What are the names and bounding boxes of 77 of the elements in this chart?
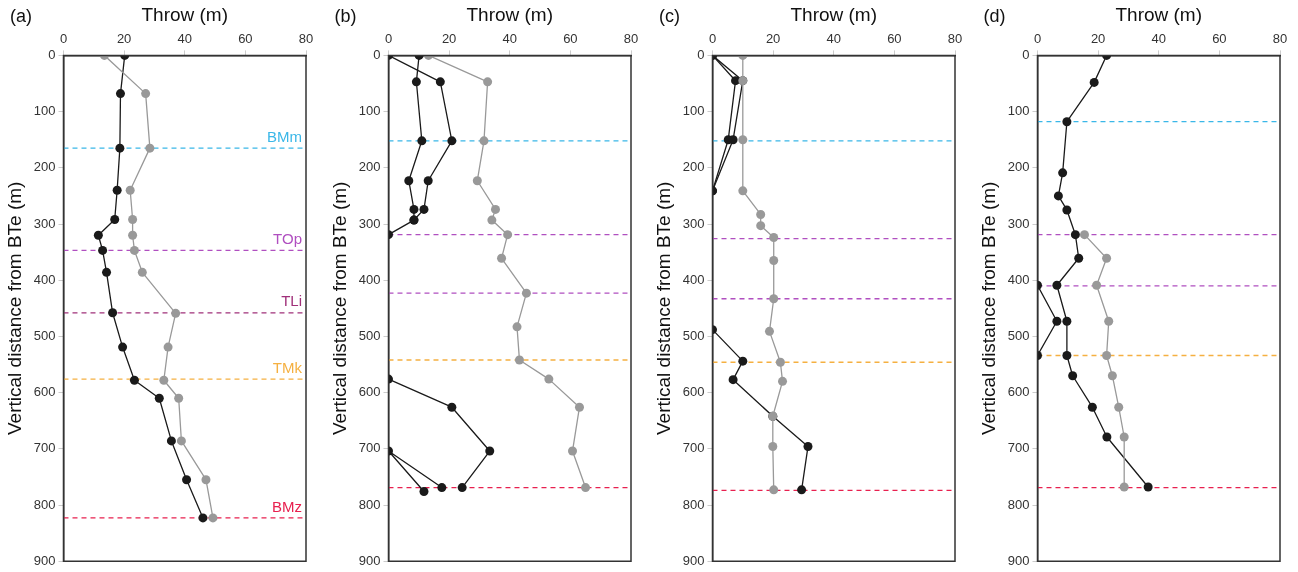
y-tick-label: 700 xyxy=(1007,440,1029,456)
x-tick-label: 20 xyxy=(441,31,456,47)
y-tick-label: 900 xyxy=(358,552,380,568)
y-tick-label: 300 xyxy=(1007,215,1029,231)
y-tick-label: 800 xyxy=(33,496,56,512)
y-axis-title: Vertical distance from BTe (m) xyxy=(652,181,674,436)
x-tick-label: 60 xyxy=(238,31,253,47)
x-tick-label: 60 xyxy=(1211,31,1227,47)
x-tick-label: 0 xyxy=(384,31,392,47)
chart-title: (a) xyxy=(10,6,32,27)
y-axis-title: Vertical distance from BTe (m) xyxy=(328,181,350,436)
y-tick-label: 100 xyxy=(1007,103,1029,119)
y-tick-label: 900 xyxy=(682,552,705,568)
y-tick-label: 200 xyxy=(682,159,705,175)
y-tick-label: 0 xyxy=(48,46,56,62)
y-tick-label: 900 xyxy=(33,552,56,568)
y-tick-label: 600 xyxy=(1007,384,1029,400)
x-tick-label: 60 xyxy=(562,31,578,47)
y-tick-label: 400 xyxy=(1007,271,1029,287)
y-tick-label: 200 xyxy=(1007,159,1029,175)
x-axis-title: Throw (m) xyxy=(465,3,553,25)
ref-line-label: TLi xyxy=(281,292,302,310)
y-tick-label: 600 xyxy=(33,384,56,400)
x-tick-label: 20 xyxy=(116,31,132,47)
y-tick-label: 0 xyxy=(697,46,705,62)
x-tick-label: 40 xyxy=(826,31,841,47)
y-tick-label: 800 xyxy=(1007,496,1029,512)
x-tick-label: 0 xyxy=(1033,31,1041,47)
x-axis-title: Throw (m) xyxy=(141,3,229,25)
y-tick-label: 300 xyxy=(33,215,56,231)
y-tick-label: 500 xyxy=(1007,327,1029,343)
x-tick-label: 80 xyxy=(298,31,314,47)
x-tick-label: 0 xyxy=(59,31,68,47)
x-axis-title: Throw (m) xyxy=(790,3,878,25)
y-tick-label: 700 xyxy=(33,440,56,456)
ref-line-label: BMm xyxy=(267,127,302,145)
y-tick-label: 300 xyxy=(358,215,380,231)
x-tick-label: 20 xyxy=(1090,31,1105,47)
y-tick-label: 300 xyxy=(682,215,705,231)
y-axis-title: Vertical distance from BTe (m) xyxy=(3,181,25,436)
y-tick-label: 500 xyxy=(358,327,380,343)
chart-title: (c) xyxy=(659,6,680,27)
y-tick-label: 600 xyxy=(358,384,380,400)
x-tick-label: 0 xyxy=(708,31,717,47)
ref-line-label: BMz xyxy=(272,497,302,515)
y-tick-label: 200 xyxy=(358,159,380,175)
y-tick-label: 200 xyxy=(33,159,56,175)
x-tick-label: 80 xyxy=(947,31,963,47)
x-tick-label: 40 xyxy=(1151,31,1166,47)
y-tick-label: 800 xyxy=(358,496,380,512)
x-tick-label: 80 xyxy=(1272,31,1287,47)
chart-title: (b) xyxy=(334,6,357,27)
x-tick-label: 60 xyxy=(887,31,902,47)
y-tick-label: 100 xyxy=(358,103,380,119)
ref-line-label: TMk xyxy=(272,358,303,376)
y-tick-label: 800 xyxy=(682,496,705,512)
y-tick-label: 700 xyxy=(358,440,380,456)
y-tick-label: 900 xyxy=(1007,552,1029,568)
ref-line-label: TOp xyxy=(273,230,302,248)
x-tick-label: 40 xyxy=(502,31,517,47)
x-axis-title: Throw (m) xyxy=(1114,3,1202,25)
y-tick-label: 100 xyxy=(682,103,705,119)
y-axis-title: Vertical distance from BTe (m) xyxy=(977,181,999,436)
y-tick-label: 400 xyxy=(33,271,56,287)
y-tick-label: 100 xyxy=(33,103,56,119)
y-tick-label: 0 xyxy=(372,46,380,62)
y-tick-label: 500 xyxy=(33,327,56,343)
y-tick-label: 400 xyxy=(682,271,705,287)
chart-title: (d) xyxy=(983,6,1006,27)
y-tick-label: 0 xyxy=(1021,46,1029,62)
y-tick-label: 500 xyxy=(682,327,705,343)
y-tick-label: 400 xyxy=(358,271,380,287)
y-tick-label: 600 xyxy=(682,384,705,400)
y-tick-label: 700 xyxy=(682,440,705,456)
x-tick-label: 20 xyxy=(765,31,781,47)
x-tick-label: 80 xyxy=(623,31,638,47)
x-tick-label: 40 xyxy=(177,31,192,47)
